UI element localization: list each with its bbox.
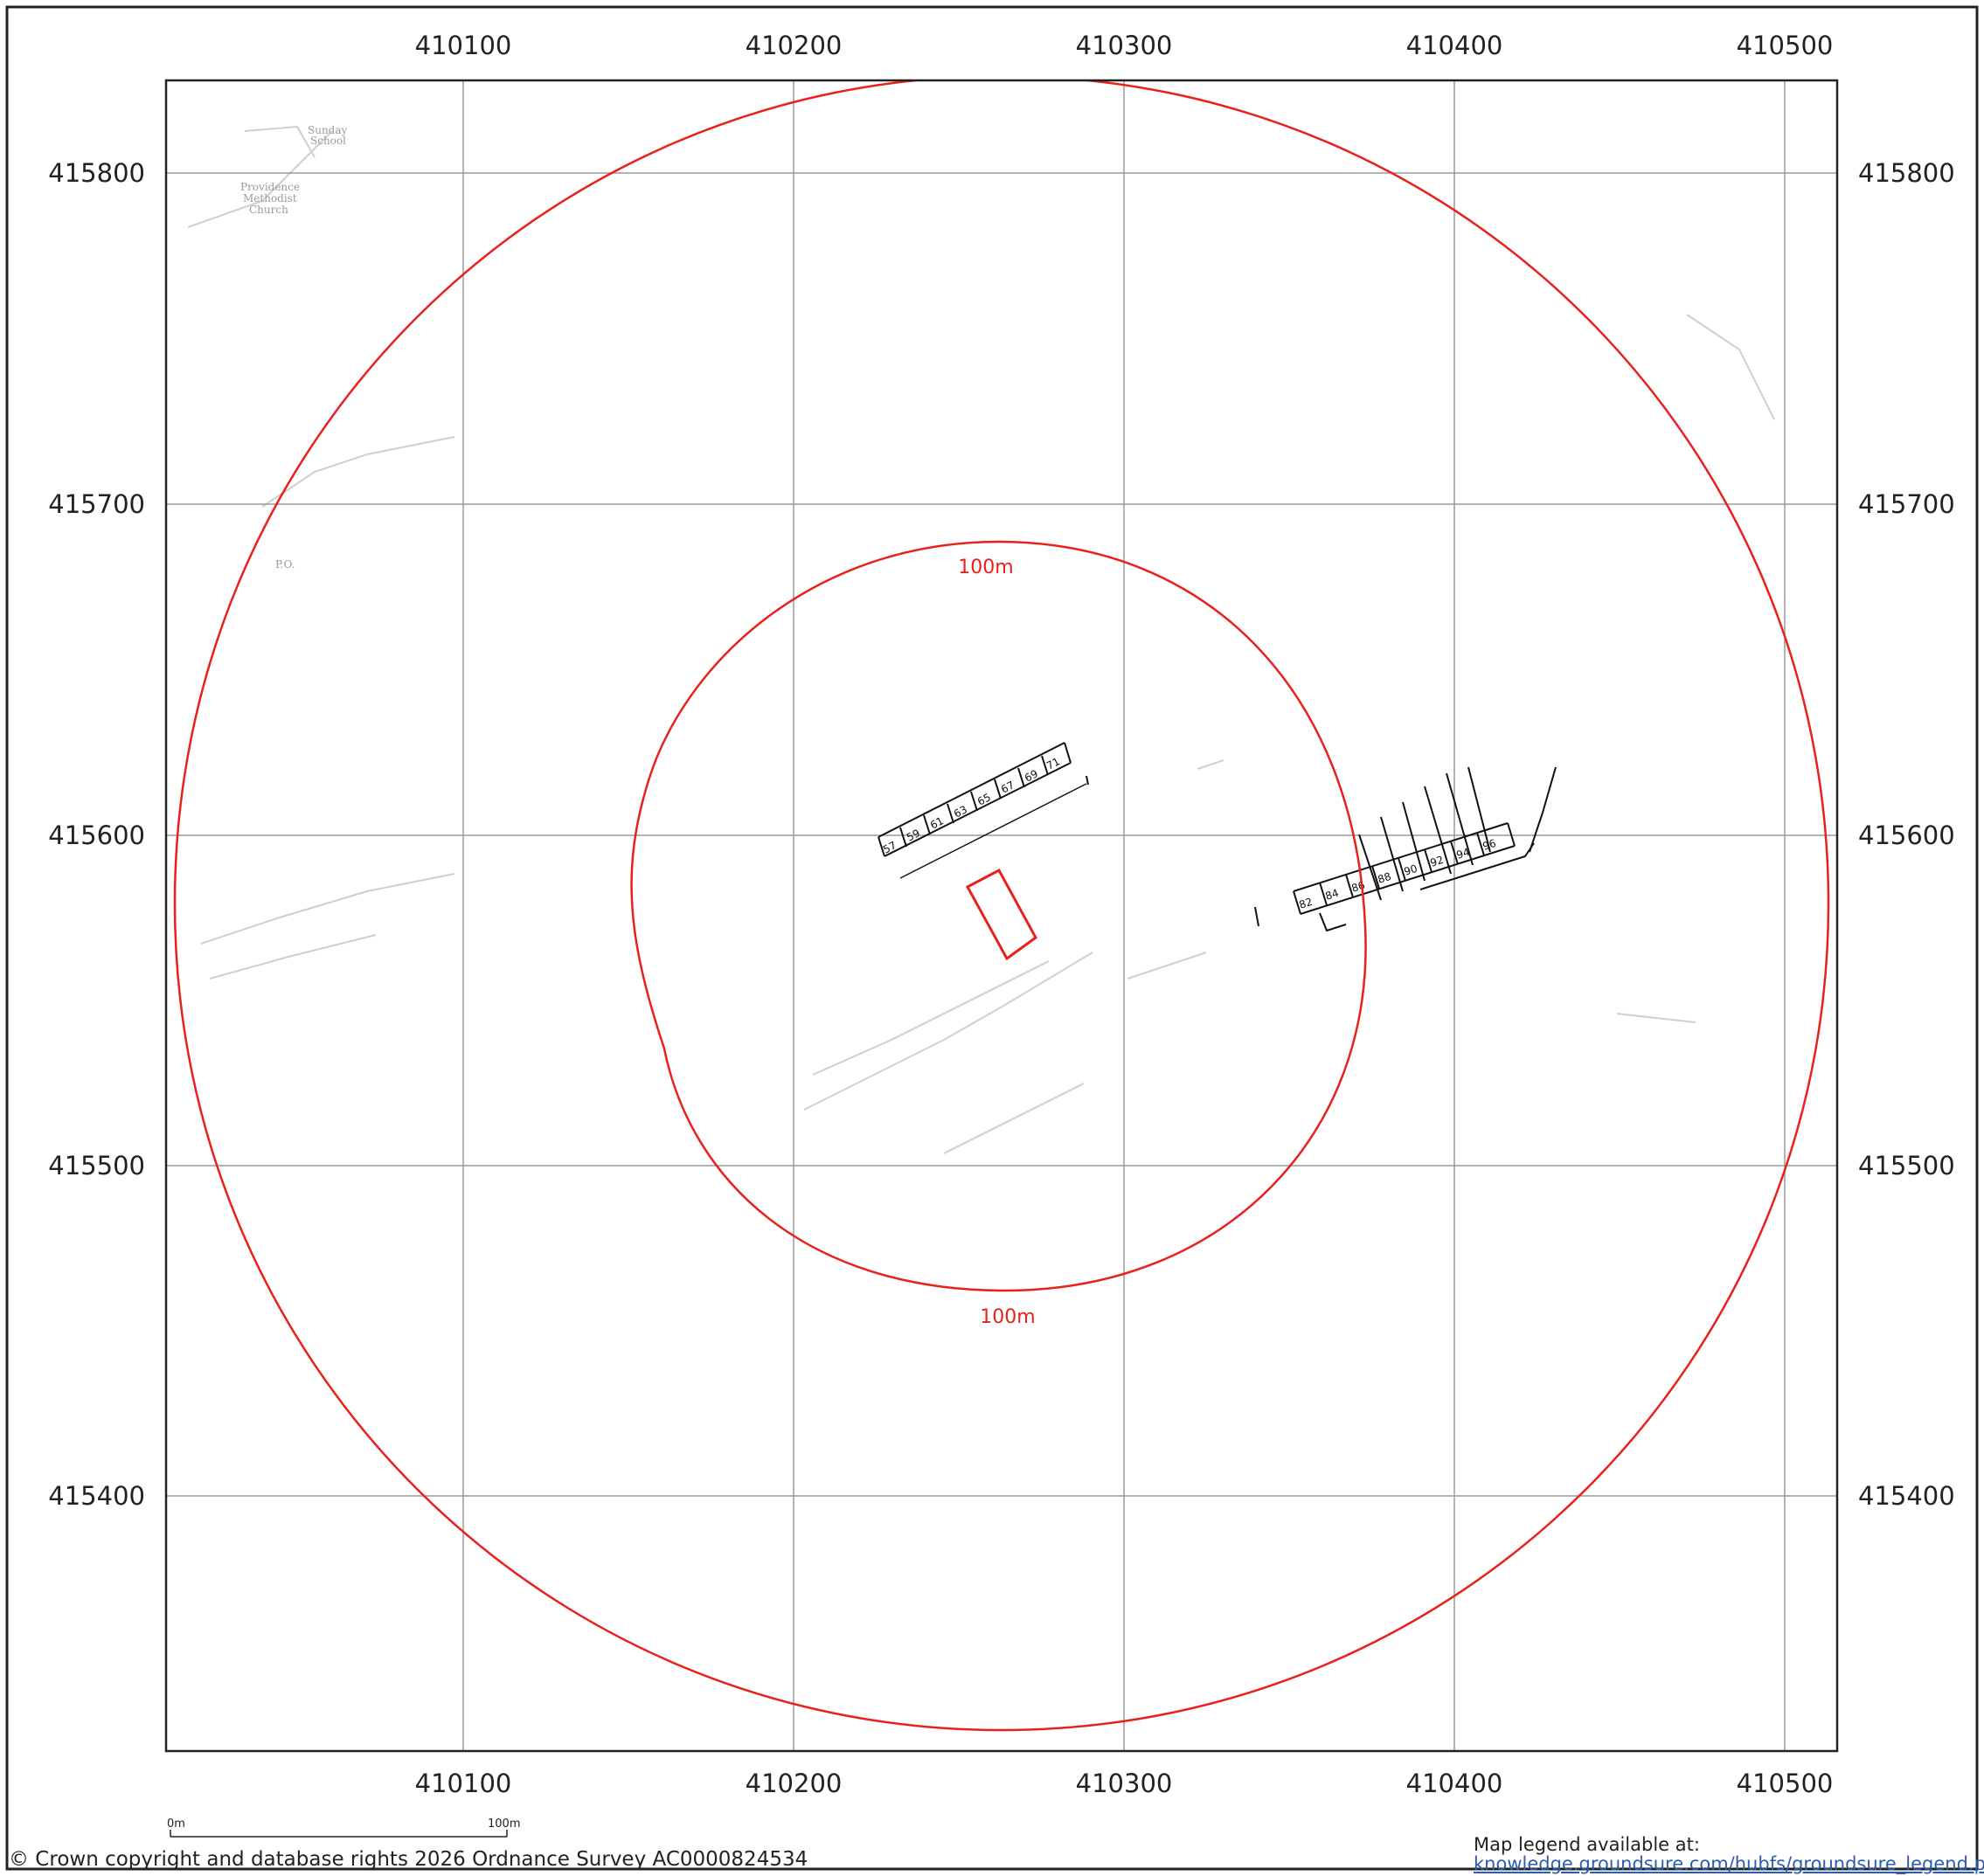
- house-number: 90: [1403, 862, 1419, 878]
- house-number: 57: [881, 839, 898, 855]
- x-tick-labels-bottom: 410100 410200 410300 410400 410500: [415, 1769, 1834, 1798]
- terrace-east-numbers: 82 84 86 88 90 92 94 96: [1298, 837, 1498, 911]
- copyright-notice: © Crown copyright and database rights 20…: [9, 1848, 808, 1871]
- x-tick-label: 410400: [1406, 31, 1503, 60]
- y-tick-label: 415500: [48, 1151, 145, 1180]
- map-frame: [164, 79, 1839, 1753]
- x-tick-label: 410100: [415, 1769, 512, 1798]
- house-number: 71: [1044, 755, 1062, 772]
- map-label-school-1: Sunday: [308, 124, 348, 136]
- x-tick-label: 410300: [1076, 31, 1173, 60]
- map-panel[interactable]: Providence Methodist Church Sunday Schoo…: [164, 76, 1839, 1753]
- page-border: [5, 5, 1979, 1871]
- terrace-west-numbers: 57 59 61 63 65 67 69 71: [881, 755, 1062, 855]
- basemap-faint-linework: [187, 125, 1775, 1154]
- buffer-label-bottom: 100m: [980, 1306, 1035, 1328]
- y-tick-label: 415700: [1858, 489, 1955, 519]
- house-number: 69: [1023, 767, 1040, 784]
- map-label-chapel-1: Providence: [240, 181, 300, 193]
- y-tick-label: 415500: [1858, 1151, 1955, 1180]
- x-tick-label: 410500: [1737, 1769, 1834, 1798]
- house-number: 63: [952, 803, 969, 820]
- house-number: 59: [905, 827, 922, 843]
- scale-bar-start-label: 0m: [167, 1817, 185, 1831]
- house-number: 61: [928, 814, 946, 831]
- x-tick-label: 410500: [1737, 31, 1834, 60]
- x-tick-labels-top: 410100 410200 410300 410400 410500: [415, 31, 1834, 60]
- house-number: 92: [1429, 854, 1446, 869]
- y-tick-label: 415600: [48, 820, 145, 850]
- house-number: 94: [1455, 846, 1472, 862]
- house-number: 65: [975, 791, 993, 807]
- inner-buffer-100m: [630, 540, 1367, 1292]
- y-tick-label: 415800: [48, 158, 145, 188]
- house-number: 82: [1298, 896, 1315, 911]
- terrace-west: [878, 742, 1089, 879]
- x-tick-label: 410200: [746, 1769, 843, 1798]
- y-tick-label: 415600: [1858, 820, 1955, 850]
- y-tick-label: 415800: [1858, 158, 1955, 188]
- y-tick-label: 415700: [48, 489, 145, 519]
- x-tick-label: 410300: [1076, 1769, 1173, 1798]
- site-boundary[interactable]: [965, 868, 1037, 961]
- map-background: [166, 80, 1837, 1751]
- scale-bar: 0m 100m: [167, 1817, 520, 1838]
- map-label-chapel-2: Methodist: [243, 192, 297, 204]
- outer-buffer-circle: [173, 80, 1830, 1732]
- x-tick-label: 410200: [746, 31, 843, 60]
- legend-link[interactable]: knowledge.groundsure.com/hubfs/groundsur…: [1474, 1853, 1984, 1875]
- x-tick-label: 410100: [415, 31, 512, 60]
- map-label-school-2: School: [310, 135, 346, 147]
- map-label-post-office: P.O.: [275, 558, 295, 571]
- y-tick-labels-right: 415800 415700 415600 415500 415400: [1858, 158, 1955, 1511]
- house-number: 96: [1481, 837, 1498, 853]
- basemap-faint-text: Providence Methodist Church Sunday Schoo…: [240, 124, 348, 571]
- x-tick-label: 410400: [1406, 1769, 1503, 1798]
- house-number: 84: [1324, 887, 1341, 903]
- house-number: 88: [1377, 870, 1393, 886]
- grid-lines: [166, 80, 1837, 1751]
- y-tick-label: 415400: [48, 1481, 145, 1511]
- legend-title: Map legend available at:: [1474, 1834, 1700, 1855]
- buffer-label-top: 100m: [958, 557, 1013, 578]
- scale-bar-end-label: 100m: [488, 1817, 520, 1831]
- map-label-chapel-3: Church: [249, 204, 288, 216]
- house-number: 67: [999, 779, 1016, 795]
- terrace-east: [1254, 766, 1557, 932]
- y-tick-labels-left: 415800 415700 415600 415500 415400: [48, 158, 145, 1511]
- y-tick-label: 415400: [1858, 1481, 1955, 1511]
